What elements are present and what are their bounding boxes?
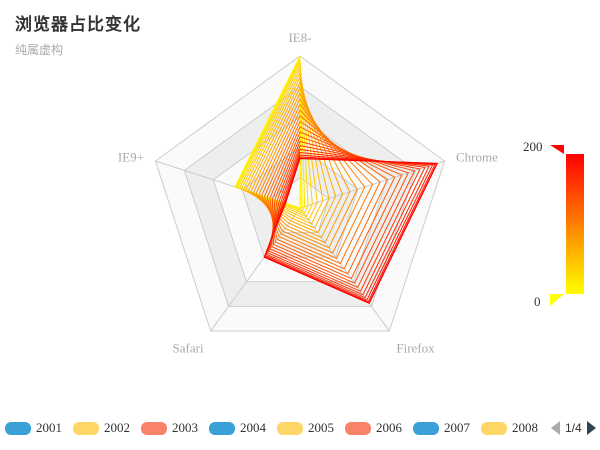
- radar-series-line[interactable]: [234, 56, 302, 210]
- legend-swatch: [481, 421, 507, 435]
- visual-map-handle-top[interactable]: [550, 145, 564, 154]
- radar-series-line[interactable]: [252, 92, 351, 244]
- axis-label-ie8: IE8-: [288, 30, 311, 45]
- radar-series-line[interactable]: [271, 131, 403, 280]
- legend-item[interactable]: 2008: [481, 418, 538, 438]
- radar-series-line[interactable]: [235, 59, 306, 212]
- radar-series-line[interactable]: [235, 57, 303, 211]
- radar-series-line[interactable]: [269, 140, 416, 289]
- axis-label-chrome: Chrome: [456, 149, 498, 164]
- visual-map-min-label: 0: [534, 294, 541, 309]
- legend-label: 2006: [376, 420, 402, 435]
- radar-series-group: [234, 55, 439, 304]
- radar-series-line[interactable]: [261, 109, 374, 259]
- legend: 2001 2002 2003 2004 2005 2006 2007 2008 1/4: [5, 418, 600, 438]
- legend-label: 2007: [444, 420, 470, 435]
- axis-label-safari: Safari: [173, 341, 204, 356]
- radar-series-line[interactable]: [263, 158, 439, 304]
- axis-label-firefox: Firefox: [396, 341, 435, 356]
- legend-item[interactable]: 2005: [277, 418, 334, 438]
- radar-series-line[interactable]: [266, 120, 389, 270]
- legend-label: 2004: [240, 420, 266, 435]
- previous-page-icon[interactable]: [551, 421, 560, 435]
- legend-swatch: [141, 421, 167, 435]
- legend-item[interactable]: 2001: [5, 418, 62, 438]
- legend-item[interactable]: 2002: [73, 418, 130, 438]
- visual-map-bar[interactable]: [566, 154, 584, 294]
- legend-item[interactable]: 2003: [141, 418, 198, 438]
- legend-pager: 1/4: [551, 418, 596, 438]
- legend-label: 2002: [104, 420, 130, 435]
- radar-series-line[interactable]: [255, 97, 358, 249]
- legend-label: 2005: [308, 420, 334, 435]
- radar-series-line[interactable]: [271, 136, 410, 284]
- legend-swatch: [73, 421, 99, 435]
- radar-axis-labels: IE8- Chrome Firefox Safari IE9+: [118, 30, 498, 356]
- radar-series-line[interactable]: [250, 86, 344, 239]
- visual-map-handle-bottom[interactable]: [550, 294, 564, 306]
- legend-swatch: [277, 421, 303, 435]
- visual-map: 200 0: [523, 139, 584, 309]
- legend-label: 2008: [512, 420, 538, 435]
- radar-series-line[interactable]: [268, 145, 421, 292]
- legend-swatch: [5, 421, 31, 435]
- chart-subtitle: 纯属虚构: [15, 43, 64, 57]
- legend-page-indicator: 1/4: [565, 421, 582, 435]
- radar-series-line[interactable]: [238, 63, 313, 218]
- radar-series-line[interactable]: [244, 76, 330, 229]
- legend-label: 2001: [36, 420, 62, 435]
- axis-label-ie9: IE9+: [118, 149, 144, 164]
- radar-series-line[interactable]: [242, 71, 324, 225]
- legend-label: 2003: [172, 420, 198, 435]
- radar-series-line[interactable]: [269, 126, 396, 275]
- legend-item[interactable]: 2004: [209, 418, 266, 438]
- visual-map-max-label: 200: [523, 139, 543, 154]
- legend-swatch: [209, 421, 235, 435]
- radar-series-line[interactable]: [265, 151, 430, 299]
- next-page-icon[interactable]: [586, 421, 596, 435]
- radar-series-line[interactable]: [258, 103, 366, 254]
- radar-series-line[interactable]: [247, 81, 337, 234]
- legend-swatch: [413, 421, 439, 435]
- legend-item[interactable]: 2007: [413, 418, 470, 438]
- radar-series-line[interactable]: [240, 67, 318, 221]
- legend-item[interactable]: 2006: [345, 418, 402, 438]
- legend-swatch: [345, 421, 371, 435]
- radar-series-line[interactable]: [237, 60, 309, 215]
- chart-title: 浏览器占比变化: [15, 15, 141, 35]
- radar-series-line[interactable]: [266, 148, 426, 296]
- radar-series-line[interactable]: [263, 115, 381, 265]
